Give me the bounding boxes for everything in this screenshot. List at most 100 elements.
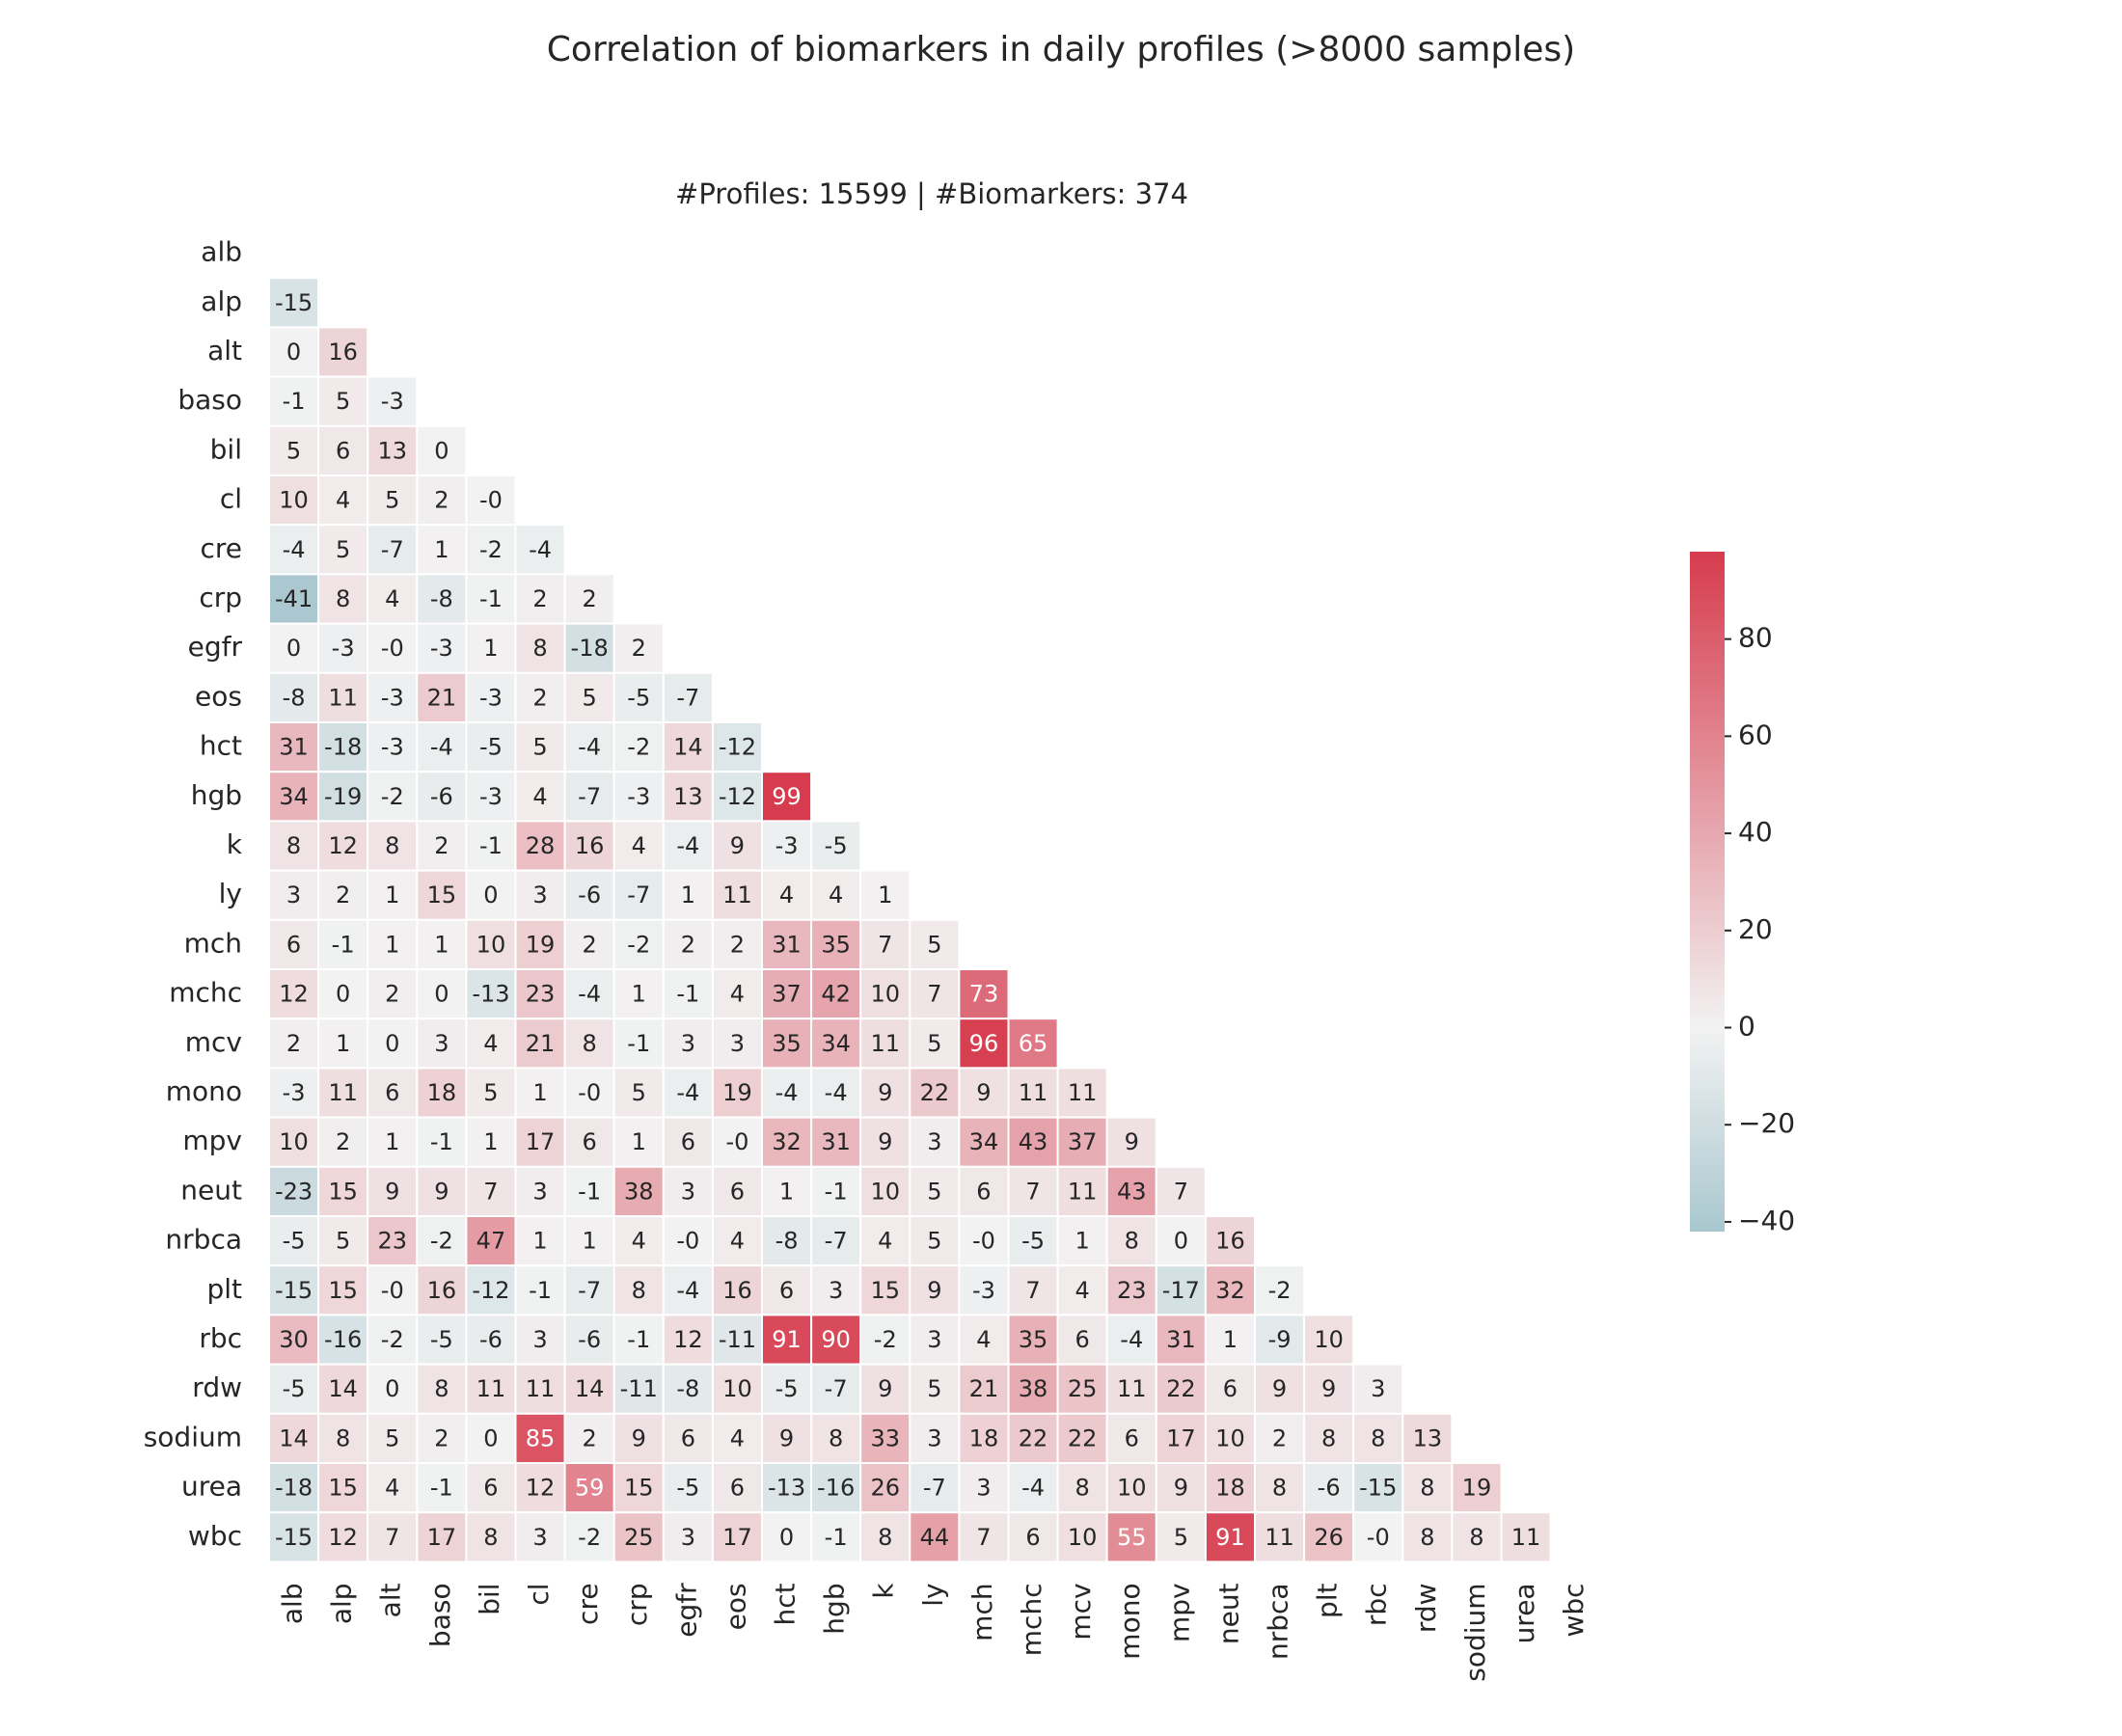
heatmap-cell-value: -5 <box>1021 1228 1045 1255</box>
heatmap-cell-value: 7 <box>1174 1178 1188 1205</box>
heatmap-cell <box>711 721 764 773</box>
x-tick-label: neut <box>1212 1583 1244 1644</box>
heatmap-cell-value: 2 <box>434 1424 449 1451</box>
heatmap-cell-value: -12 <box>719 783 756 810</box>
y-tick-label: egfr <box>188 631 243 663</box>
colorbar-gradient <box>1690 552 1725 1232</box>
heatmap-cell-value: 10 <box>1117 1475 1147 1502</box>
heatmap-cell-value: 43 <box>1019 1128 1048 1155</box>
heatmap-cell <box>761 771 813 823</box>
heatmap-cell <box>367 1363 419 1415</box>
heatmap-cell <box>1007 1314 1059 1366</box>
heatmap-cell-value: -23 <box>275 1178 313 1205</box>
heatmap-cell <box>465 1314 517 1366</box>
heatmap-cell-value: -1 <box>430 1128 453 1155</box>
heatmap-cell-value: 26 <box>870 1475 900 1502</box>
heatmap-cell <box>367 820 419 872</box>
x-tick-label: nrbca <box>1263 1583 1294 1660</box>
heatmap-cell-value: -1 <box>578 1178 601 1205</box>
heatmap-cell-value: 4 <box>779 882 794 909</box>
heatmap-cell-value: 65 <box>1019 1030 1048 1057</box>
heatmap-cell-value: 22 <box>920 1079 950 1106</box>
heatmap-cell <box>416 1363 468 1415</box>
heatmap-cell-value: 18 <box>1215 1475 1245 1502</box>
heatmap-cell <box>612 1264 665 1316</box>
heatmap-cell-value: -9 <box>1268 1326 1292 1353</box>
heatmap-cell-value: 4 <box>730 1228 745 1255</box>
y-tick-label: alb <box>201 236 242 268</box>
heatmap-cell-value: 5 <box>583 684 597 711</box>
heatmap-cell-value: 5 <box>927 931 941 958</box>
heatmap-cell <box>859 1363 911 1415</box>
heatmap-cell-value: 34 <box>279 783 309 810</box>
heatmap-cell <box>1401 1511 1454 1563</box>
heatmap-cell <box>416 1314 468 1366</box>
heatmap-cell-value: 8 <box>336 1424 350 1451</box>
heatmap-cell-value: 1 <box>434 536 449 563</box>
heatmap-cell <box>514 573 566 625</box>
heatmap-cell <box>761 869 813 921</box>
heatmap-cell <box>1254 1314 1306 1366</box>
heatmap-cell <box>367 1511 419 1563</box>
heatmap-cell <box>268 573 320 625</box>
heatmap-cell-value: 2 <box>336 882 350 909</box>
heatmap-cell <box>1105 1215 1157 1267</box>
heatmap-cell-value: 21 <box>526 1030 556 1057</box>
heatmap-cell <box>612 1412 665 1465</box>
x-tick-label: bil <box>474 1583 505 1614</box>
heatmap-cell-value: 5 <box>336 536 350 563</box>
heatmap-cell-value: 3 <box>1371 1375 1385 1402</box>
heatmap-cell-value: 6 <box>1125 1424 1139 1451</box>
heatmap-cell-value: 12 <box>673 1326 703 1353</box>
heatmap-cell <box>367 622 419 674</box>
heatmap-cell-value: -15 <box>275 1277 313 1304</box>
heatmap-cell-value: 10 <box>279 487 309 514</box>
heatmap-cell-value: 6 <box>483 1475 498 1502</box>
heatmap-cell <box>711 1462 764 1514</box>
heatmap-cell <box>416 721 468 773</box>
heatmap-cell-value: 2 <box>286 1030 301 1057</box>
heatmap-cell <box>1352 1462 1404 1514</box>
heatmap-cell <box>465 918 517 970</box>
heatmap-cell-value: 16 <box>722 1277 752 1304</box>
heatmap-cell-value: 43 <box>1117 1178 1147 1205</box>
x-tick-label: cre <box>572 1583 604 1625</box>
heatmap-cell-value: 32 <box>772 1128 802 1155</box>
heatmap-cell-value: -4 <box>775 1079 799 1106</box>
heatmap-cell-value: -3 <box>283 1079 306 1106</box>
heatmap-cell <box>367 1067 419 1119</box>
heatmap-cell-value: 11 <box>870 1030 900 1057</box>
heatmap-cell <box>612 622 665 674</box>
heatmap-cell <box>563 1264 615 1316</box>
heatmap-cell-value: -4 <box>1120 1326 1143 1353</box>
heatmap-cell-value: 11 <box>1117 1375 1147 1402</box>
heatmap-cell-value: 12 <box>328 1524 358 1551</box>
heatmap-cell <box>367 1215 419 1267</box>
x-tick-label: ly <box>917 1583 949 1606</box>
heatmap-cell <box>1204 1511 1257 1563</box>
heatmap-cell-value: 7 <box>927 981 941 1008</box>
heatmap-cell-value: -2 <box>874 1326 897 1353</box>
y-tick-label: mono <box>166 1075 242 1107</box>
heatmap-cell-value: 14 <box>279 1424 309 1451</box>
y-tick-label: bil <box>210 433 242 465</box>
heatmap-cell-value: 6 <box>681 1128 695 1155</box>
y-tick-label: mcv <box>185 1026 242 1058</box>
heatmap-cell <box>761 820 813 872</box>
heatmap-cell-value: 10 <box>476 931 506 958</box>
heatmap-cell-value: 11 <box>526 1375 556 1402</box>
heatmap-cell-value: 2 <box>336 1128 350 1155</box>
heatmap-cell-value: 6 <box>336 437 350 464</box>
heatmap-cell <box>810 1363 862 1415</box>
heatmap-cell-value: 3 <box>681 1030 695 1057</box>
heatmap-cell <box>367 375 419 427</box>
heatmap-cell-value: 1 <box>1223 1326 1238 1353</box>
heatmap-cell <box>563 1215 615 1267</box>
heatmap-cell-value: 2 <box>385 981 399 1008</box>
heatmap-cell-value: 2 <box>434 832 449 859</box>
heatmap-cell-value: 15 <box>328 1475 358 1502</box>
heatmap-cell <box>1303 1462 1355 1514</box>
heatmap-cell-value: 96 <box>969 1030 999 1057</box>
heatmap-cell-value: 4 <box>1075 1277 1090 1304</box>
